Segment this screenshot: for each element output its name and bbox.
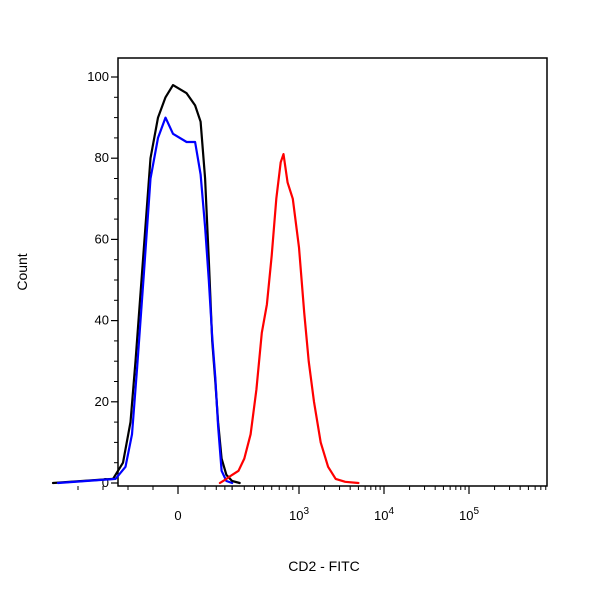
x-tick-label: 0 [174, 508, 181, 523]
x-axis: 0 103 104 105 [77, 486, 547, 523]
y-tick-label: 100 [87, 69, 109, 84]
y-axis: 0 20 40 60 80 100 [87, 69, 118, 490]
y-axis-title: Count [14, 253, 30, 290]
y-tick-label: 40 [95, 313, 109, 328]
series-line [51, 83, 241, 485]
y-tick-label: 80 [95, 150, 109, 165]
x-tick-label: 103 [289, 506, 309, 523]
y-tick-label: 60 [95, 231, 109, 246]
x-tick-label: 104 [374, 506, 394, 523]
series-layer [51, 83, 360, 485]
y-tick-label: 20 [95, 394, 109, 409]
y-tick-label: 0 [102, 475, 109, 490]
x-tick-label: 105 [459, 506, 479, 523]
plot-frame [117, 57, 548, 487]
series-line [218, 153, 360, 485]
series-line [56, 116, 234, 485]
x-axis-title: CD2 - FITC [288, 558, 360, 574]
